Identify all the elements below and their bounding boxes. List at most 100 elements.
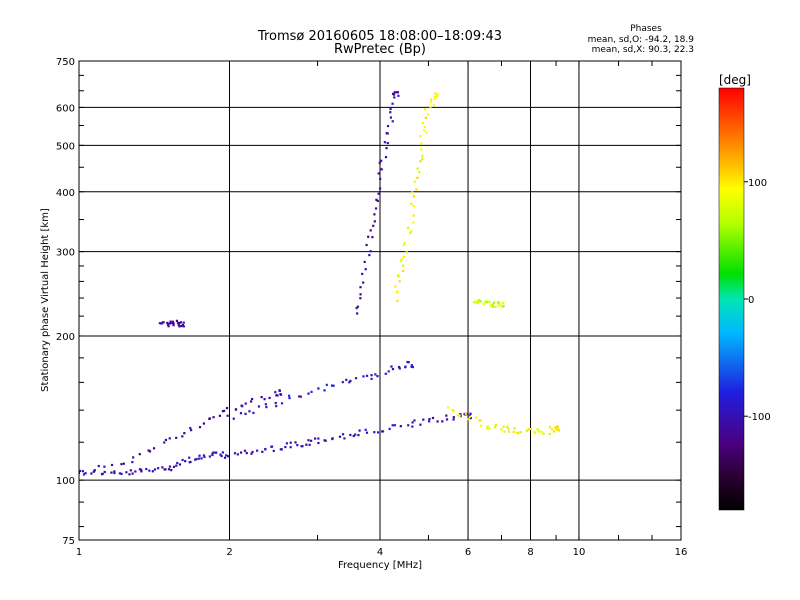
colorbar-tick-label: 0 (748, 295, 754, 306)
data-point (175, 436, 178, 439)
data-point (167, 325, 170, 328)
data-point (425, 131, 428, 134)
data-point (358, 429, 361, 432)
data-point (249, 400, 253, 403)
data-point (548, 426, 551, 429)
data-point (275, 405, 278, 408)
data-point (427, 420, 431, 423)
data-point (348, 381, 351, 384)
data-point (195, 458, 198, 461)
data-point (194, 458, 197, 461)
data-point (225, 406, 229, 410)
data-point (379, 187, 382, 190)
data-point (189, 426, 192, 430)
y-tick-label: 200 (56, 332, 75, 343)
data-point (475, 299, 478, 302)
data-point (349, 433, 352, 437)
data-point (343, 437, 346, 440)
data-point (357, 434, 360, 437)
data-point (374, 207, 378, 210)
data-point (356, 312, 359, 315)
data-point (452, 410, 455, 413)
data-point (147, 449, 150, 452)
data-point (554, 426, 557, 429)
data-point (317, 441, 320, 445)
data-point (82, 473, 86, 476)
data-point (525, 429, 528, 432)
data-point (103, 465, 106, 468)
data-point (168, 465, 172, 468)
data-point (274, 391, 277, 394)
data-point (550, 428, 554, 431)
data-point (345, 378, 348, 381)
data-point (373, 431, 376, 434)
data-point (365, 374, 369, 377)
data-point (92, 470, 95, 473)
y-axis-label: Stationary phase Virtual Height [km] (40, 208, 51, 392)
data-point (307, 392, 310, 395)
data-point (365, 431, 369, 434)
data-point (157, 467, 160, 470)
colorbar-ticks: 100 0 -100 (744, 178, 771, 423)
data-point (420, 142, 423, 145)
data-point (527, 428, 530, 431)
data-point (385, 147, 388, 150)
data-point (341, 381, 344, 384)
data-point (412, 214, 415, 217)
data-point (197, 457, 200, 460)
data-point (519, 431, 522, 434)
data-point (181, 323, 184, 327)
data-point (421, 121, 425, 125)
data-point (160, 322, 163, 325)
data-point (407, 424, 410, 427)
data-point (405, 251, 408, 254)
y-tick-label: 400 (56, 188, 75, 199)
data-point (402, 243, 406, 247)
data-point (198, 454, 201, 457)
data-point (410, 364, 413, 367)
data-point (212, 451, 215, 454)
data-point (272, 449, 275, 453)
data-point (131, 460, 134, 464)
data-point (148, 469, 151, 472)
data-point (239, 451, 243, 454)
data-point (307, 439, 310, 442)
data-point (396, 91, 400, 94)
data-point (482, 301, 486, 304)
data-point (359, 297, 362, 300)
data-point (419, 135, 422, 138)
data-point (84, 472, 87, 475)
data-point (363, 260, 366, 264)
data-point (434, 92, 437, 95)
data-point (398, 280, 401, 283)
data-point (478, 299, 481, 302)
data-point (376, 199, 379, 203)
data-point (420, 148, 423, 151)
data-point (400, 258, 403, 261)
data-point (275, 394, 278, 397)
data-point (179, 321, 183, 324)
data-point (477, 300, 480, 304)
stats-o-mode: mean, sd,O: -94.2, 18.9 (588, 35, 695, 45)
data-point (393, 96, 396, 99)
data-point (215, 451, 218, 454)
data-point (122, 462, 125, 465)
data-point (386, 124, 390, 128)
data-point (362, 281, 365, 284)
data-point (395, 91, 398, 94)
data-point (354, 433, 357, 436)
data-point (190, 429, 193, 432)
data-point (182, 321, 185, 324)
data-point (386, 141, 389, 145)
data-point (134, 470, 137, 473)
data-point (128, 473, 131, 476)
data-point (404, 365, 407, 368)
data-point (374, 373, 377, 376)
grid-lines (79, 61, 681, 540)
data-point (110, 471, 113, 474)
data-point (90, 472, 93, 475)
data-point (407, 226, 410, 230)
data-point (167, 468, 171, 471)
data-point (412, 221, 415, 224)
data-point (170, 469, 173, 472)
